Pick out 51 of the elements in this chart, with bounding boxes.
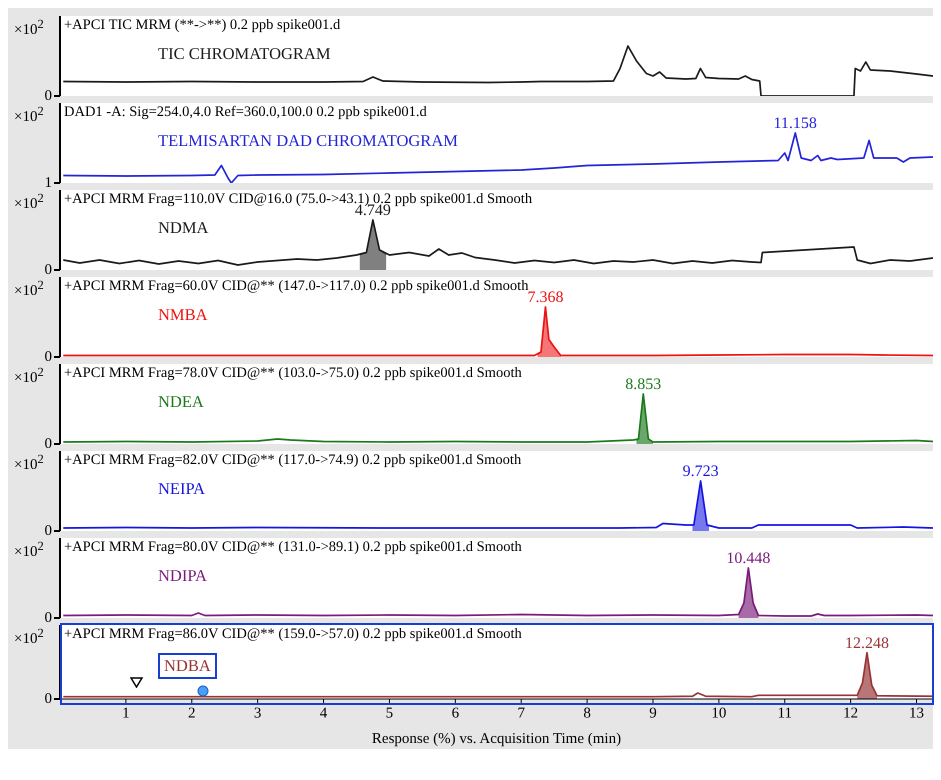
annotation: 10.448	[726, 550, 770, 567]
y-axis-title: ×10$^{2}$	[14, 278, 44, 300]
x-tick-label: 9	[649, 706, 657, 722]
y-axis-title: ×10$^{2}$	[14, 104, 44, 126]
x-tick-label: 4	[320, 706, 328, 722]
text: 0	[44, 523, 52, 539]
x-tick-label: 7	[517, 706, 526, 722]
x-tick-label: 2	[188, 706, 196, 722]
annotation: TELMISARTAN DAD CHROMATOGRAM	[158, 131, 458, 151]
text: 0	[44, 349, 52, 365]
text: 0	[44, 691, 52, 707]
annotation: NDEA	[158, 392, 204, 412]
annotation: NEIPA	[158, 479, 206, 499]
y-axis-title: ×10$^{2}$	[14, 365, 44, 387]
annotation: 9.723	[682, 463, 719, 480]
annotation: TIC CHROMATOGRAM	[158, 44, 331, 64]
text: 0	[44, 436, 52, 452]
chart-title: +APCI MRM Frag=80.0V CID@** (131.0->89.1) 0.2 ppb spike001.d Smooth	[64, 539, 522, 556]
y-axis-title: ×10$^{2}$	[14, 626, 44, 648]
annotation: NDMA	[158, 218, 208, 238]
y-axis-title: ×10$^{2}$	[14, 191, 44, 213]
chart-title: +APCI MRM Frag=78.0V CID@** (103.0->75.0) 0.2 ppb spike001.d Smooth	[64, 365, 522, 382]
y-axis-title: ×10$^{2}$	[14, 452, 44, 474]
x-tick-label: 13	[909, 706, 924, 722]
chart-title: +APCI MRM Frag=60.0V CID@** (147.0->117.0) 0.2 ppb spike001.d Smooth	[64, 278, 528, 295]
annotation: 7.368	[527, 289, 564, 306]
text: 0	[44, 262, 52, 278]
annotation: 8.853	[625, 376, 662, 393]
x-tick-label: 8	[583, 706, 591, 722]
x-tick-label: 11	[778, 706, 792, 722]
x-tick-label: 3	[254, 706, 262, 722]
annotation: 12.248	[844, 634, 889, 652]
chart-title: DAD1 -A: Sig=254.0,4.0 Ref=360.0,100.0 0.2 ppb spike001.d	[64, 104, 427, 121]
annotation: NMBA	[158, 305, 208, 325]
chart-title: +APCI TIC MRM (**->**) 0.2 ppb spike001.d	[64, 17, 340, 34]
chart-title: +APCI MRM Frag=86.0V CID@** (159.0->57.0) 0.2 ppb spike001.d Smooth	[64, 626, 522, 643]
x-tick-label: 10	[711, 706, 726, 722]
x-tick-label: 12	[843, 706, 858, 722]
text: 1	[44, 175, 52, 191]
y-axis-title: ×10$^{2}$	[14, 17, 44, 39]
annotation: NDIPA	[158, 566, 207, 586]
x-tick-label: 6	[452, 706, 460, 722]
text: 0	[44, 610, 52, 626]
x-axis-title: Response (%) vs. Acquisition Time (min)	[372, 731, 622, 747]
y-axis-title: ×10$^{2}$	[14, 539, 44, 561]
annotation: NDBA	[158, 653, 217, 679]
x-tick-label: 5	[386, 706, 394, 722]
x-tick-label: 1	[122, 706, 130, 722]
annotation: 11.158	[773, 115, 817, 132]
text: 0	[44, 88, 52, 104]
chart-title: +APCI MRM Frag=82.0V CID@** (117.0->74.9) 0.2 ppb spike001.d Smooth	[64, 452, 522, 469]
